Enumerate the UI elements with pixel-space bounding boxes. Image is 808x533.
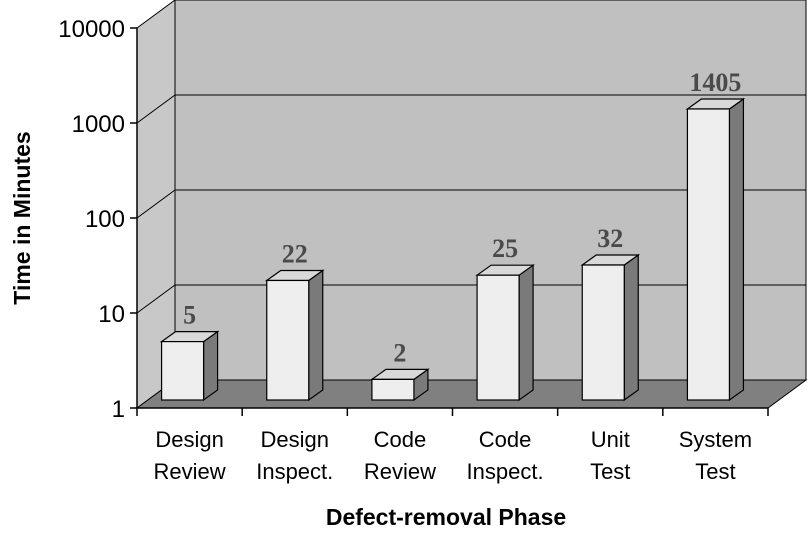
data-label: 32 <box>597 224 623 253</box>
data-label: 22 <box>282 239 308 268</box>
bar: 2 <box>370 338 430 402</box>
bar: 1405 <box>685 68 746 402</box>
x-tick-label: Design <box>261 427 329 452</box>
data-label: 25 <box>492 234 518 263</box>
x-tick-label: Inspect. <box>256 459 333 484</box>
data-label: 2 <box>393 338 406 367</box>
y-tick-label: 100 <box>85 206 125 233</box>
gridline <box>136 94 806 124</box>
x-axis-title: Defect-removal Phase <box>326 504 566 530</box>
x-tick-label: Test <box>590 459 630 484</box>
x-tick-label: Code <box>479 427 532 452</box>
x-tick-label: Unit <box>591 427 630 452</box>
bar: 32 <box>580 224 641 402</box>
bar-front <box>160 340 205 401</box>
bar-front <box>371 378 415 401</box>
x-tick-labels: Design Review Design Inspect. Code Review Code… <box>136 408 769 484</box>
y-axis-title: Time in Minutes <box>9 131 35 304</box>
bar-side <box>623 253 639 402</box>
bar-side <box>202 330 219 402</box>
bar-side <box>728 97 745 402</box>
data-label: 1405 <box>689 68 741 97</box>
bar-front <box>266 279 310 401</box>
bar: 25 <box>475 234 535 402</box>
y-tick-label: 1 <box>112 396 125 423</box>
gridline <box>136 189 806 219</box>
bar-front <box>686 108 731 401</box>
y-tick-label: 10000 <box>58 16 125 43</box>
x-tick-label: Code <box>374 427 427 452</box>
y-tick-label: 1000 <box>72 111 125 138</box>
bar-front <box>476 274 520 401</box>
bar: 5 <box>159 301 220 402</box>
x-tick-label: Inspect. <box>467 459 544 484</box>
bar-front <box>581 264 625 401</box>
bar: 22 <box>264 239 325 402</box>
y-tick-label: 10 <box>98 301 125 328</box>
x-tick-label: Test <box>695 459 735 484</box>
x-tick-label: System <box>679 427 752 452</box>
x-tick-label: Review <box>154 459 226 484</box>
x-tick-label: Review <box>364 459 436 484</box>
data-label: 5 <box>183 301 196 330</box>
x-tick-label: Design <box>155 427 223 452</box>
bar-side <box>518 264 534 402</box>
bar-side <box>308 269 324 402</box>
